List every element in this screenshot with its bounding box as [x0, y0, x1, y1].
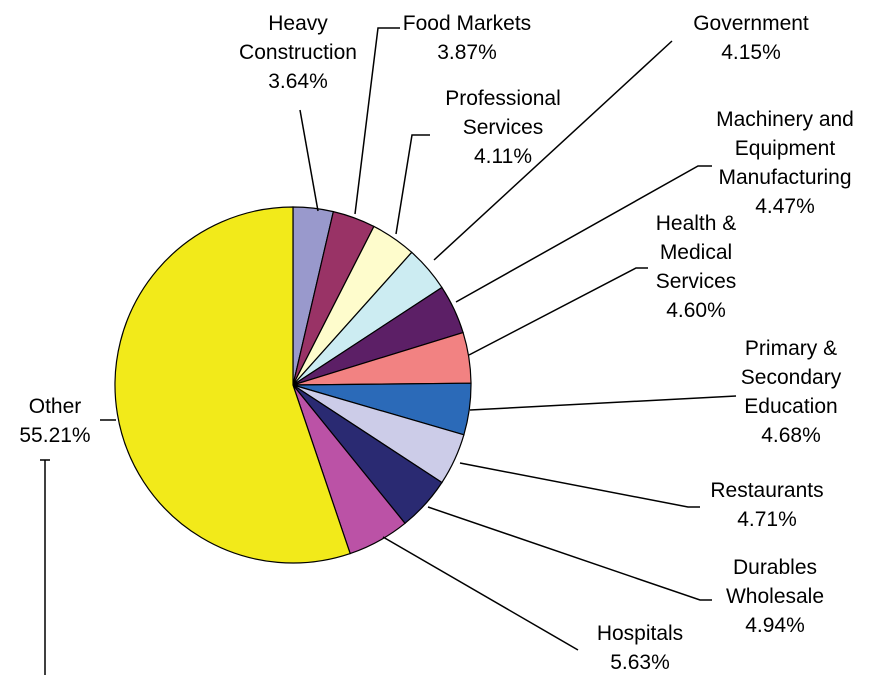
leader-line: [427, 506, 712, 601]
slice-labels: Heavy Construction 3.64% Food Markets 3.87% P…: [19, 12, 853, 674]
slice-value-label: 55.21%: [19, 424, 90, 447]
slice-label: Health & Medical Services 4.60%: [656, 212, 737, 322]
slice-label: Durables Wholesale 4.94%: [726, 556, 824, 637]
slice-category-label: Machinery and: [716, 108, 854, 131]
slice-category-label: Secondary: [741, 366, 842, 389]
leader-line: [459, 462, 700, 508]
slice-category-label: Food Markets: [403, 12, 531, 35]
slice-category-label: Manufacturing: [718, 166, 851, 189]
leader-line: [395, 134, 430, 235]
slice-label: Food Markets 3.87%: [403, 12, 531, 64]
slice-label: Other 55.21%: [19, 395, 90, 447]
slice-value-label: 4.71%: [737, 508, 797, 531]
slice-value-label: 4.68%: [761, 424, 821, 447]
slice-category-label: Wholesale: [726, 585, 824, 608]
slice-category-label: Heavy: [268, 12, 328, 35]
slice-label: Restaurants 4.71%: [710, 479, 823, 531]
leader-lines: [40, 27, 737, 675]
leader-line: [299, 109, 319, 212]
slice-value-label: 4.47%: [755, 195, 815, 218]
slice-value-label: 4.94%: [745, 614, 805, 637]
slice-category-label: Health &: [656, 212, 737, 235]
slice-label: Government 4.15%: [693, 12, 809, 64]
slice-category-label: Government: [693, 12, 809, 35]
slice-category-label: Professional: [445, 87, 561, 110]
slice-category-label: Primary &: [745, 337, 837, 360]
leader-line: [468, 267, 648, 356]
slice-value-label: 4.60%: [666, 299, 726, 322]
pie-slices: [114, 206, 472, 564]
slice-category-label: Medical: [660, 241, 732, 264]
slice-category-label: Restaurants: [710, 479, 823, 502]
slice-category-label: Equipment: [735, 137, 836, 160]
slice-label: Professional Services 4.11%: [445, 87, 561, 168]
leader-line: [40, 459, 50, 675]
slice-category-label: Durables: [733, 556, 817, 579]
leader-line: [354, 27, 400, 215]
slice-label: Hospitals 5.63%: [597, 622, 683, 674]
leader-line: [469, 395, 737, 411]
slice-label: Primary & Secondary Education 4.68%: [741, 337, 842, 447]
leader-line: [433, 40, 673, 261]
leader-line: [382, 536, 579, 651]
slice-label: Machinery and Equipment Manufacturing 4.47%: [716, 108, 854, 218]
slice-category-label: Services: [463, 116, 544, 139]
slice-label: Heavy Construction 3.64%: [239, 12, 357, 93]
leader-line: [455, 165, 712, 303]
slice-category-label: Services: [656, 270, 737, 293]
slice-value-label: 4.11%: [474, 145, 532, 168]
slice-value-label: 3.64%: [268, 70, 328, 93]
pie-slice: [114, 206, 351, 564]
slice-category-label: Education: [744, 395, 837, 418]
slice-category-label: Other: [29, 395, 82, 418]
slice-category-label: Construction: [239, 41, 357, 64]
slice-value-label: 3.87%: [437, 41, 497, 64]
slice-value-label: 4.15%: [721, 41, 781, 64]
slice-category-label: Hospitals: [597, 622, 683, 645]
slice-value-label: 5.63%: [610, 651, 670, 674]
